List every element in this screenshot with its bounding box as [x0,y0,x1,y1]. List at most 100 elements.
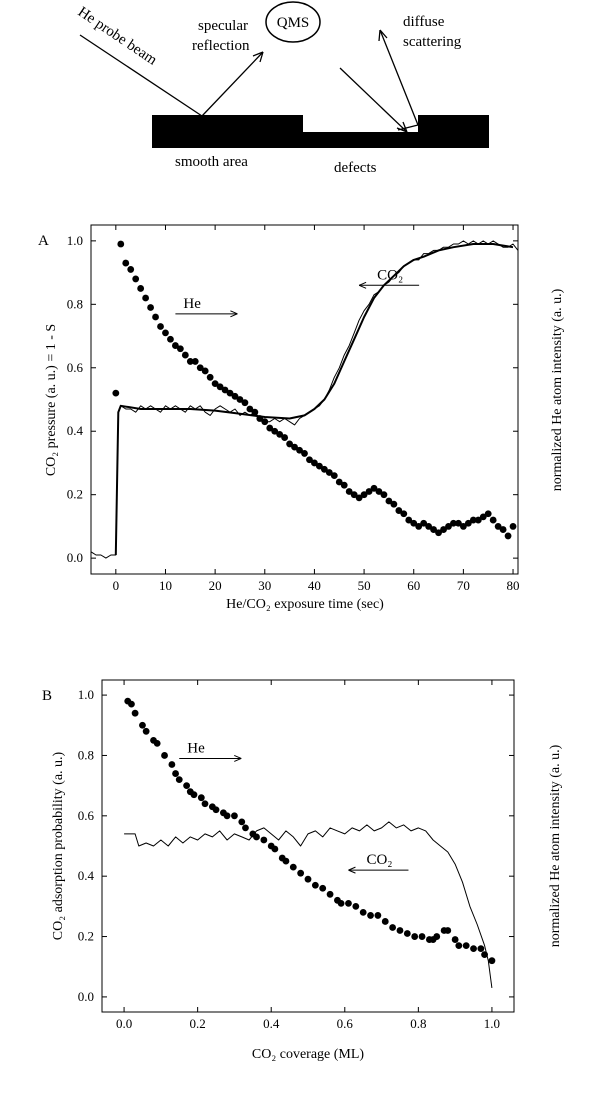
annotation-arrowhead [348,866,356,874]
he-data-point [191,358,199,365]
he-data-point [128,700,135,708]
he-data-point [504,532,512,540]
he-data-point [131,709,139,717]
he-data-point [260,836,268,844]
he-data-point [499,526,507,533]
y-tick-label: 0.2 [78,929,94,944]
diffuse-label-line1: diffuse [403,14,445,30]
he-data-point [286,440,294,448]
he-data-point [440,526,447,533]
he-data-point [212,806,220,814]
diffuse-arrows [378,29,419,131]
he-data-point [281,434,289,441]
he-data-point [241,399,249,407]
he-data-point [221,386,229,394]
he-data-point [390,500,398,508]
y-tick-label: 0.6 [67,360,84,375]
he-data-point [350,491,358,499]
he-data-point [389,924,397,931]
he-data-point [359,909,367,916]
he-data-point [201,800,209,808]
he-data-point [172,770,179,777]
he-data-point [147,304,154,311]
y-tick-label: 0.8 [67,296,83,311]
panel-b-data [124,697,496,988]
annotation-label: He [187,740,205,756]
schematic: QMS He probe beam specular reflection di… [75,1,489,176]
he-data-point [345,488,353,495]
he-data-point [315,462,323,470]
panel-a-plot-frame [90,224,519,575]
annotation-label: CO₂ [377,267,403,283]
he-data-point [415,523,423,530]
he-data-point [509,523,517,530]
he-data-point [297,869,305,877]
he-data-point [306,456,313,464]
he-data-point [489,516,497,524]
he-data-point [444,927,452,934]
he-data-point [455,942,463,949]
he-data-point [197,794,205,802]
he-data-point [405,516,413,524]
he-data-point [370,484,378,492]
panel-b-y-axis-label: CO₂ adsorption probability (a. u.) [51,751,66,940]
he-data-point [430,526,437,533]
he-data-point [365,488,373,495]
specular-label-line2: reflection [192,38,250,54]
x-tick-label: 0.0 [116,1016,132,1031]
he-data-point [253,833,260,841]
qms-circle [265,1,321,43]
he-data-point [311,881,319,889]
he-data-point [236,396,244,403]
he-data-point [367,912,374,919]
he-data-point [271,427,279,435]
he-data-point [161,752,168,759]
he-data-point [172,342,179,349]
panel-a-annotations: He CO₂ [175,267,420,318]
he-data-point [352,902,360,910]
he-data-point [325,469,333,476]
he-data-point [231,392,239,400]
he-data-point [484,510,492,518]
x-tick-label: 20 [209,578,222,593]
annotation-label: CO₂ [366,852,392,868]
he-data-point [167,335,174,343]
he-data-point [162,329,169,337]
he-data-point [464,519,472,527]
he-data-point [319,884,327,892]
annotation-arrowhead [358,281,367,289]
he-data-point [301,450,308,457]
y-tick-label: 0.2 [67,487,83,502]
panel-b-right-axis-label: normalized He atom intensity (a. u.) [548,744,563,947]
he-data-point [435,529,442,537]
he-data-point [196,364,204,372]
he-data-point [360,491,368,499]
panel-b-plot-frame [101,679,515,1013]
y-tick-label: 0.0 [67,550,83,565]
he-data-point [181,351,189,359]
he-data-point [470,945,477,953]
he-data-point [231,812,238,820]
he-data-point [330,472,338,480]
specular-arrow [201,51,264,117]
defect-incoming-arrow [339,67,408,133]
he-data-point [395,507,403,514]
he-data-point [355,494,363,502]
qms-detector: QMS [265,1,321,43]
he-data-point [400,510,408,518]
y-tick-label: 1.0 [78,687,94,702]
panel-b-annotations: He CO₂ [179,740,409,874]
he-data-point [190,791,198,799]
he-data-point [469,516,477,524]
he-data-point [494,523,502,530]
he-data-point [223,812,231,820]
he-data-point [183,782,191,790]
he-data-point [153,739,161,747]
he-data-point [291,443,298,451]
he-data-point [462,942,470,949]
diffuse-label-line2: scattering [403,34,462,50]
x-tick-label: 0.8 [410,1016,426,1031]
panel-a-right-axis-label: normalized He atom intensity (a. u.) [550,288,565,491]
y-tick-label: 0.4 [78,868,95,883]
